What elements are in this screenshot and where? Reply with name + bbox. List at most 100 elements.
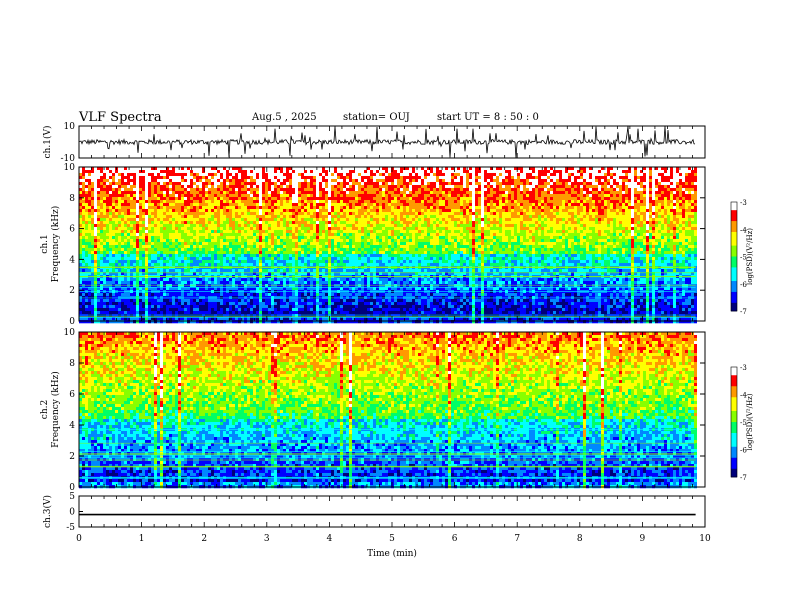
- colorbar-cell: [731, 378, 737, 381]
- colorbar-cell: [731, 235, 737, 238]
- ytick-label: 10: [64, 328, 76, 338]
- colorbar-cell: [731, 411, 737, 414]
- xtick-label: 6: [452, 534, 458, 544]
- xtick-label: 8: [577, 534, 583, 544]
- ylabel-channel: ch.1(V): [42, 126, 53, 159]
- xaxis-label: Time (min): [367, 548, 417, 559]
- colorbar-cell: [731, 246, 737, 249]
- colorbar-cell: [731, 243, 737, 246]
- colorbar-cell: [731, 400, 737, 403]
- colorbar-label: log(PSD)(V²/Hz): [746, 393, 754, 450]
- colorbar-cell: [731, 389, 737, 392]
- colorbar-cell: [731, 452, 737, 455]
- ytick-label: 0: [69, 508, 75, 518]
- colorbar-cell: [731, 284, 737, 287]
- colorbar-cell: [731, 428, 737, 431]
- colorbar-cell: [731, 202, 737, 205]
- ytick-label: 2: [69, 286, 75, 296]
- ylabel-channel: ch.3(V): [42, 495, 53, 528]
- colorbar-cell: [731, 417, 737, 420]
- colorbar-cell: [731, 240, 737, 243]
- ylabel-channel: ch.1: [40, 234, 50, 253]
- colorbar-cell: [731, 289, 737, 292]
- colorbar-cell: [731, 259, 737, 262]
- colorbar-cell: [731, 450, 737, 453]
- ytick-label: 10: [64, 122, 76, 132]
- colorbar-cell: [731, 297, 737, 300]
- xtick-label: 5: [389, 534, 395, 544]
- colorbar-cell: [731, 419, 737, 422]
- colorbar-cell: [731, 237, 737, 240]
- colorbar-cell: [731, 207, 737, 210]
- colorbar-tick-label: -3: [740, 199, 747, 207]
- xtick-label: 10: [699, 534, 711, 544]
- colorbar-cell: [731, 224, 737, 227]
- colorbar-cell: [731, 447, 737, 450]
- colorbar-cell: [731, 458, 737, 461]
- colorbar-label: log(PSD)(V²/Hz): [746, 228, 754, 285]
- colorbar-cell: [731, 303, 737, 306]
- colorbar-cell: [731, 414, 737, 417]
- colorbar-cell: [731, 433, 737, 436]
- colorbar-cell: [731, 370, 737, 373]
- colorbar-cell: [731, 257, 737, 260]
- ylabel-channel: ch.2: [40, 400, 50, 419]
- ytick-label: 2: [69, 452, 75, 462]
- colorbar-cell: [731, 384, 737, 387]
- xtick-label: 3: [264, 534, 270, 544]
- colorbar-cell: [731, 472, 737, 475]
- colorbar-cell: [731, 248, 737, 251]
- colorbar-cell: [731, 295, 737, 298]
- colorbar-cell: [731, 469, 737, 472]
- colorbar-cell: [731, 406, 737, 409]
- spectrogram-2: [79, 332, 697, 488]
- colorbar-tick-label: -3: [740, 364, 747, 372]
- ytick-label: -5: [66, 523, 75, 533]
- colorbar-cell: [731, 425, 737, 428]
- colorbar-cell: [731, 392, 737, 395]
- colorbar-cell: [731, 300, 737, 303]
- colorbar-cell: [731, 273, 737, 276]
- colorbar-cell: [731, 254, 737, 257]
- colorbar-cell: [731, 444, 737, 447]
- colorbar-cell: [731, 216, 737, 219]
- ytick-label: 5: [69, 492, 75, 502]
- colorbar-cell: [731, 210, 737, 213]
- colorbar-cell: [731, 232, 737, 235]
- ytick-label: 0: [69, 317, 75, 327]
- colorbar-cell: [731, 430, 737, 433]
- colorbar-cell: [731, 205, 737, 208]
- colorbar-cell: [731, 262, 737, 265]
- ytick-label: 4: [69, 255, 75, 265]
- colorbar-cell: [731, 455, 737, 458]
- ytick-label: 6: [69, 225, 75, 235]
- colorbar-cell: [731, 286, 737, 289]
- colorbar-cell: [731, 408, 737, 411]
- colorbar-cell: [731, 270, 737, 273]
- colorbar-cell: [731, 251, 737, 254]
- colorbar-cell: [731, 229, 737, 232]
- colorbar-cell: [731, 292, 737, 295]
- waveform-trace-0: [79, 126, 695, 158]
- ytick-label: 8: [69, 194, 75, 204]
- colorbar-cell: [731, 403, 737, 406]
- colorbar-cell: [731, 466, 737, 469]
- colorbar-cell: [731, 386, 737, 389]
- colorbar-cell: [731, 463, 737, 466]
- ytick-label: 4: [69, 421, 75, 431]
- colorbar-cell: [731, 381, 737, 384]
- colorbar-cell: [731, 267, 737, 270]
- xtick-label: 7: [514, 534, 520, 544]
- colorbar-cell: [731, 276, 737, 279]
- colorbar-cell: [731, 436, 737, 439]
- colorbar-cell: [731, 221, 737, 224]
- colorbar-tick-label: -7: [740, 308, 747, 316]
- xtick-label: 1: [139, 534, 145, 544]
- ytick-label: 8: [69, 359, 75, 369]
- colorbar-cell: [731, 375, 737, 378]
- xtick-label: 2: [201, 534, 207, 544]
- xtick-label: 9: [640, 534, 646, 544]
- colorbar-cell: [731, 373, 737, 376]
- ylabel-frequency: Frequency (kHz): [50, 371, 61, 448]
